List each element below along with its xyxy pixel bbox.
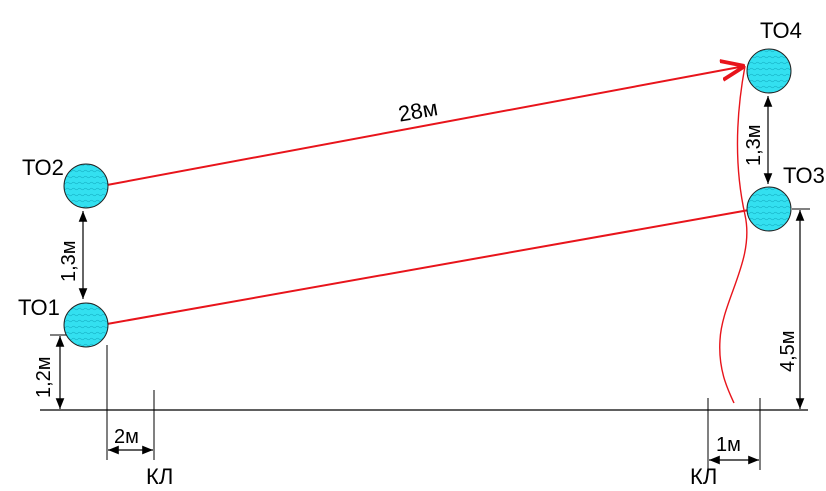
label-kl-left: КЛ: [146, 464, 173, 486]
label-to3-to4: 1,3м: [743, 124, 765, 166]
node-to3: [746, 186, 792, 232]
label-main-run: 28м: [396, 95, 439, 126]
label-to4: ТО4: [760, 18, 802, 43]
label-right-offset: 1м: [716, 434, 741, 456]
node-to1: [63, 302, 109, 348]
node-to2: [63, 163, 109, 209]
label-left-offset: 2м: [114, 426, 139, 448]
label-to3-height: 4,5м: [777, 330, 799, 372]
label-to1: ТО1: [18, 295, 60, 320]
label-to1-height: 1,2м: [33, 356, 55, 398]
pipe-to1-to3: [106, 209, 750, 325]
node-to4: [746, 48, 792, 94]
label-to3: ТО3: [783, 163, 825, 188]
label-to2: ТО2: [22, 155, 64, 180]
pipe-to2-to4: [106, 66, 745, 186]
label-kl-right: КЛ: [690, 464, 717, 486]
label-to1-to2: 1,3м: [58, 240, 80, 282]
cable-line-right: [719, 65, 748, 404]
